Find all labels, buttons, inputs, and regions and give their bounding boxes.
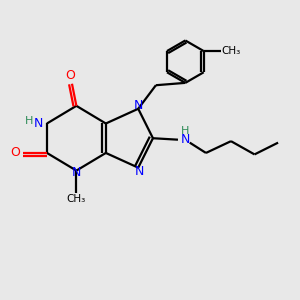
Text: N: N bbox=[34, 117, 43, 130]
Text: CH₃: CH₃ bbox=[221, 46, 240, 56]
Text: O: O bbox=[66, 69, 75, 82]
Text: CH₃: CH₃ bbox=[67, 194, 86, 204]
Text: N: N bbox=[181, 133, 190, 146]
Text: N: N bbox=[72, 166, 81, 178]
Text: N: N bbox=[134, 99, 143, 112]
Text: H: H bbox=[181, 126, 190, 136]
Text: H: H bbox=[25, 116, 34, 126]
Text: N: N bbox=[135, 165, 144, 178]
Text: O: O bbox=[10, 146, 20, 159]
